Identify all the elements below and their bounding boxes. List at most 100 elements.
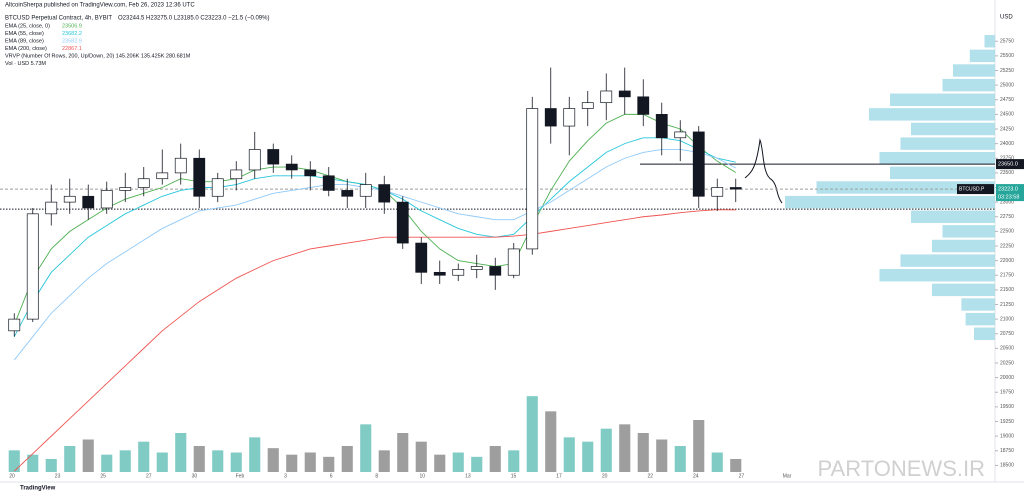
volume-profile-bar (932, 283, 995, 297)
candle-body (248, 149, 261, 171)
volume-bar (415, 441, 427, 472)
volume-bar (8, 450, 20, 472)
volume-bar (230, 452, 242, 472)
volume-bar (674, 446, 686, 472)
volume-profile-bar (965, 312, 995, 326)
candle-body (674, 131, 687, 139)
x-tick-label: 17 (556, 473, 562, 479)
y-tick-label: 21750 (1000, 273, 1014, 279)
volume-bar (27, 454, 39, 472)
y-tick-label: 19250 (1000, 419, 1014, 425)
volume-profile-bar (984, 35, 995, 48)
volume-bar (656, 439, 668, 472)
volume-bar (341, 446, 353, 472)
watermark: PARTONEWS.IR (818, 456, 985, 481)
candle-body (156, 172, 169, 180)
candle-body (378, 184, 391, 203)
candle-body (285, 163, 298, 171)
candle-body (341, 190, 354, 197)
volume-profile-bar (911, 122, 995, 136)
legend-value: 23506.9 (62, 23, 82, 29)
legend-entry: EMA (25, close, 0) (5, 23, 50, 29)
legend-value: 23682.2 (62, 31, 82, 37)
volume-bar (286, 454, 298, 472)
volume-bar (545, 411, 557, 472)
candle-body (137, 178, 150, 188)
y-tick-label: 18750 (1000, 448, 1014, 454)
price-label-box (996, 159, 1024, 170)
legend-value: 22867.1 (62, 46, 82, 52)
candle-body (174, 157, 187, 174)
axis-unit: USD (1000, 15, 1013, 21)
candle-body (618, 90, 631, 98)
volume-profile-bar (879, 152, 995, 165)
volume-bar (138, 441, 150, 472)
x-tick-label: Mar (783, 473, 792, 479)
candle-body (507, 248, 520, 276)
candle-body (45, 201, 58, 215)
x-tick-label: 3 (284, 473, 287, 479)
x-tick-label: 30 (192, 473, 198, 479)
candle-body (655, 114, 668, 139)
y-tick-label: 19000 (1000, 433, 1014, 439)
candle-body (396, 201, 409, 244)
legend-entry: EMA (55, close) (5, 31, 44, 37)
y-tick-label: 22750 (1000, 214, 1014, 220)
x-tick-label: 24 (693, 473, 699, 479)
y-tick-label: 25500 (1000, 53, 1014, 59)
volume-bar (619, 424, 631, 472)
x-tick-label: 8 (375, 473, 378, 479)
candle-body (433, 271, 446, 276)
volume-profile-bar (942, 225, 995, 238)
volume-bar (82, 439, 94, 472)
volume-profile-bar (879, 269, 995, 282)
volume-profile-bar (900, 137, 995, 150)
y-tick-label: 18500 (1000, 463, 1014, 469)
y-tick-label: 22500 (1000, 229, 1014, 235)
volume-bar (637, 433, 649, 472)
y-tick-label: 20500 (1000, 346, 1014, 352)
volume-profile-bar (969, 49, 995, 63)
candle-body (322, 175, 335, 191)
ema-line (13, 149, 736, 361)
candle-body (100, 190, 113, 209)
price-label-box (996, 184, 1024, 202)
x-tick-label: 20 (9, 473, 15, 479)
volume-bar (600, 428, 612, 472)
candle-body (452, 269, 465, 276)
volume-profile-bar (942, 78, 995, 92)
candle-body (563, 108, 576, 127)
candle-body (82, 195, 95, 209)
candle-body (526, 108, 539, 250)
symbol-box (957, 184, 994, 195)
volume-bar (101, 454, 113, 472)
volume-bar (304, 452, 316, 472)
volume-bar (193, 446, 205, 472)
ema-line (13, 137, 736, 337)
volume-bar (730, 459, 742, 472)
x-tick-label: 23 (55, 473, 61, 479)
volume-profile-bar (932, 239, 995, 253)
volume-bar (508, 450, 520, 472)
legend-value: 23582.9 (62, 38, 82, 44)
volume-profile-bar (890, 166, 995, 180)
volume-bar (45, 459, 57, 472)
candle-body (63, 195, 76, 203)
volume-bar (489, 446, 501, 472)
price-label: 23650.0 (998, 162, 1018, 168)
x-tick-label: 6 (330, 473, 333, 479)
volume-bar (212, 450, 224, 472)
volume-bar (582, 441, 594, 472)
y-tick-label: 19750 (1000, 390, 1014, 396)
volume-profile-bar (953, 64, 995, 77)
y-tick-label: 24500 (1000, 112, 1014, 118)
y-tick-label: 20250 (1000, 360, 1014, 366)
x-tick-label: 27 (739, 473, 745, 479)
y-tick-label: 20750 (1000, 331, 1014, 337)
candle-body (26, 213, 39, 320)
y-tick-label: 24250 (1000, 126, 1014, 132)
legend-entry: EMA (200, close) (5, 46, 47, 52)
x-tick-label: 20 (602, 473, 608, 479)
candle-body (692, 131, 705, 197)
